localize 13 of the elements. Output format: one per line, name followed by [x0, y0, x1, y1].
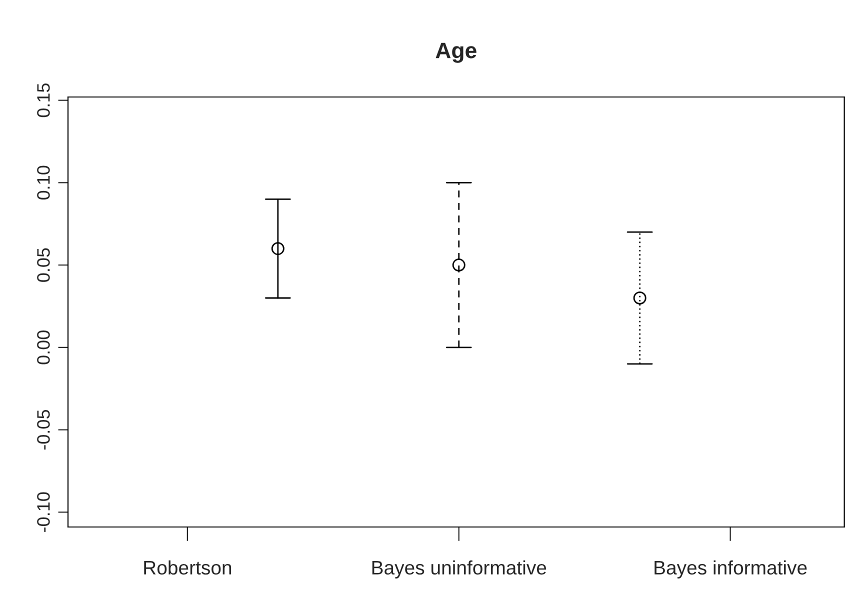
point [271, 242, 284, 256]
point [633, 291, 646, 304]
x-tick-label: Bayes informative [654, 560, 807, 578]
y-tick-label: 0.10 [37, 166, 50, 200]
x-tick-label: Bayes uninformative [372, 560, 546, 578]
x-tick-label: Robertson [144, 560, 232, 575]
y-tick-label: -0.05 [37, 410, 50, 450]
y-tick-label: 0.15 [37, 83, 50, 118]
y-tick-label: 0.00 [37, 330, 50, 364]
chart-title: Age [436, 42, 476, 63]
y-tick-label: 0.05 [37, 248, 50, 282]
y-tick-label: -0.10 [37, 492, 50, 532]
point [452, 258, 466, 272]
